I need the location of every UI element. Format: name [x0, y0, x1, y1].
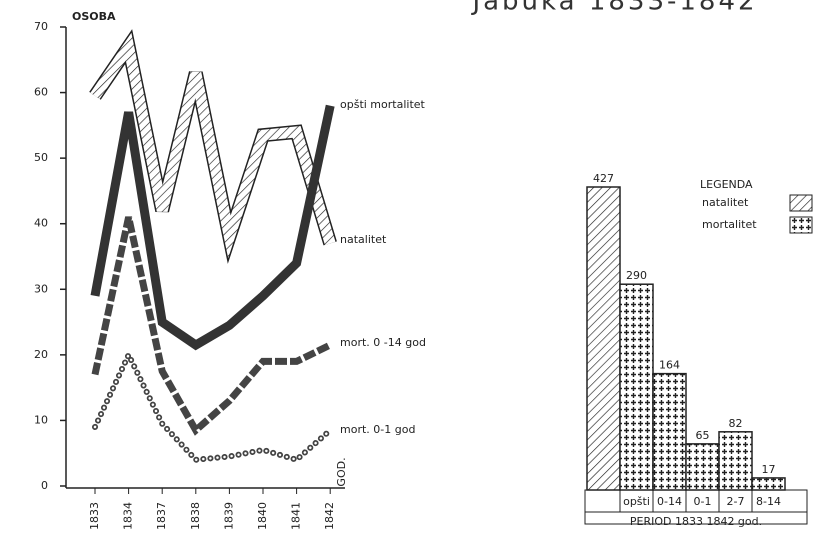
legend-swatch [789, 216, 813, 234]
x-tick-label: 1840 [256, 502, 269, 530]
bar-value-label: 65 [696, 429, 710, 442]
x-tick-label: 1838 [189, 502, 202, 530]
bar [718, 431, 753, 491]
series-label: mort. 0-1 god [340, 423, 415, 436]
x-tick-label: 0-1 [694, 495, 712, 508]
x-axis-label: PERIOD 1833 1842 god. [630, 515, 762, 528]
x-tick-label: 1837 [155, 502, 168, 530]
bar [619, 283, 654, 491]
y-tick-label: 20 [34, 348, 48, 361]
y-tick-label: 30 [34, 282, 48, 295]
series-label: mort. 0 -14 god [340, 336, 426, 349]
legend-label: mortalitet [702, 218, 757, 231]
x-tick-label: 1841 [290, 502, 303, 530]
x-tick-label: 0-14 [657, 495, 682, 508]
bar-value-label: 427 [593, 172, 614, 185]
series-line [90, 32, 336, 259]
y-tick-label: 50 [34, 151, 48, 164]
x-tick-label: opšti [623, 495, 650, 508]
x-tick-label: 2-7 [727, 495, 745, 508]
bar-value-label: 82 [729, 417, 743, 430]
bar [652, 372, 687, 491]
bar [751, 477, 786, 491]
x-axis-label: GOD. [335, 457, 348, 486]
series-line [91, 216, 332, 436]
bar-value-label: 290 [626, 269, 647, 282]
legend-swatch [789, 194, 813, 212]
y-tick-label: 10 [34, 413, 48, 426]
bar [685, 443, 720, 491]
legend-title: LEGENDA [700, 178, 753, 191]
y-tick-label: 70 [34, 20, 48, 33]
series-line-inner [93, 351, 332, 462]
bar-value-label: 164 [659, 359, 680, 372]
chart-title: Jabuka 1833-1842 [470, 0, 757, 17]
y-tick-label: 60 [34, 86, 48, 99]
series-label: natalitet [340, 233, 387, 246]
x-tick-label: 8-14 [756, 495, 781, 508]
x-tick-label: 1834 [122, 502, 135, 530]
series-line [90, 104, 335, 351]
bar [586, 186, 621, 491]
x-tick-label: 1833 [88, 502, 101, 530]
y-tick-label: 0 [41, 479, 48, 492]
y-tick-label: 40 [34, 217, 48, 230]
bar-value-label: 17 [762, 463, 776, 476]
legend-label: natalitet [702, 196, 749, 209]
x-tick-label: 1842 [323, 502, 336, 530]
series-line [92, 347, 334, 464]
series-label: opšti mortalitet [340, 98, 426, 111]
x-tick-label: 1839 [222, 502, 235, 530]
y-axis-label: OSOBA [72, 10, 116, 23]
